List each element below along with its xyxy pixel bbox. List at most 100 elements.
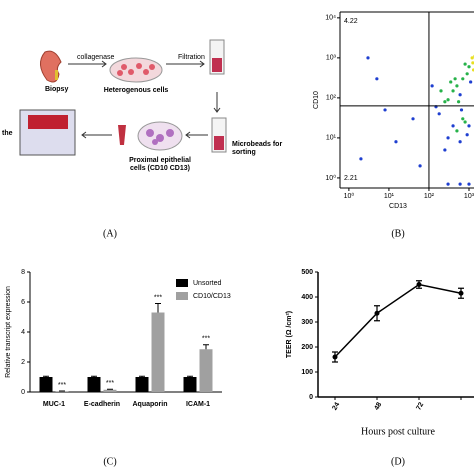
caption: (A) — [103, 228, 117, 239]
bar — [199, 349, 213, 392]
y-axis-title: Relative transcript expression — [5, 286, 12, 378]
caption: (B) — [391, 228, 404, 239]
y-axis-title: TEER (Ω /cm²) — [286, 311, 293, 358]
bar — [103, 389, 117, 392]
point — [458, 140, 462, 144]
point — [459, 108, 464, 112]
caption: (D) — [391, 456, 405, 467]
y-tick-label: 500 — [301, 269, 313, 276]
point — [418, 164, 422, 168]
ureter-icon — [55, 70, 58, 80]
bar — [135, 377, 149, 392]
legend-label: CD10/CD13 — [193, 293, 231, 300]
quadrant-value: 2.21 — [344, 175, 358, 182]
point — [467, 182, 471, 186]
y-tick-label: 400 — [301, 294, 313, 301]
y-tick-label: 10⁴ — [325, 15, 336, 22]
annotation: *** — [58, 382, 66, 389]
point — [411, 117, 415, 121]
bar — [87, 377, 101, 392]
point — [383, 108, 387, 112]
point — [463, 62, 467, 66]
point — [449, 80, 453, 84]
point — [332, 354, 338, 360]
x-tick-label: 72 — [415, 401, 425, 411]
x-axis-title: Hours post culture — [361, 426, 435, 437]
x-tick-label: E-cadherin — [84, 401, 120, 408]
machine-panel — [28, 115, 68, 129]
label: cells (CD10 CD13) — [130, 165, 190, 172]
x-tick-label: 10³ — [464, 193, 474, 200]
caption: (C) — [103, 456, 116, 467]
y-tick-label: 2 — [21, 359, 25, 366]
syringe-fill — [212, 58, 222, 72]
x-tick-label: 10² — [424, 193, 435, 200]
annotation: *** — [202, 336, 210, 343]
point — [458, 290, 464, 296]
epithelial-cells — [146, 129, 174, 145]
point — [446, 182, 450, 186]
column-fill — [214, 136, 224, 150]
label: Microbeads for — [232, 141, 282, 148]
annotation: *** — [154, 294, 162, 301]
point — [455, 84, 459, 88]
error-bar — [139, 375, 145, 377]
label: Filtration — [178, 54, 205, 61]
point — [437, 112, 441, 116]
arrows — [68, 60, 221, 139]
point — [451, 124, 455, 128]
point — [375, 77, 379, 81]
point — [465, 133, 469, 137]
label: sorting — [232, 149, 256, 156]
error-bar — [91, 375, 97, 377]
point — [443, 100, 447, 104]
point — [458, 182, 462, 186]
y-tick-label: 10² — [326, 95, 337, 102]
point — [471, 68, 474, 72]
point — [359, 157, 363, 161]
point — [471, 61, 474, 65]
point — [366, 56, 370, 60]
legend-swatch — [176, 292, 188, 300]
point — [458, 93, 462, 97]
error-bar — [187, 375, 193, 377]
point — [470, 56, 474, 60]
x-tick-label: MUC-1 — [43, 401, 65, 408]
x-tick-label: ICAM-1 — [186, 401, 210, 408]
y-tick-label: 4 — [21, 329, 25, 336]
x-tick-label: 10¹ — [384, 193, 395, 200]
cells-icon — [117, 63, 155, 76]
y-tick-label: 6 — [21, 299, 25, 306]
bar — [39, 377, 53, 392]
point — [430, 84, 434, 88]
legend-label: Unsorted — [193, 280, 222, 287]
y-tick-label: 300 — [301, 319, 313, 326]
point — [374, 310, 380, 316]
y-tick-label: 10³ — [326, 55, 337, 62]
point — [453, 77, 457, 81]
tube-icon — [118, 125, 126, 145]
x-tick-label: 10⁰ — [344, 192, 355, 200]
point — [461, 117, 465, 121]
point — [465, 72, 469, 76]
point — [439, 89, 443, 93]
label: Proximal epithelial — [129, 157, 191, 164]
x-tick-label: 24 — [331, 401, 341, 411]
x-tick-label: Aquaporin — [133, 401, 168, 408]
y-tick-label: 200 — [301, 344, 313, 351]
label: the — [2, 130, 13, 137]
bar — [183, 377, 197, 392]
y-tick-label: 10¹ — [326, 135, 337, 142]
point — [463, 120, 467, 124]
point — [416, 282, 422, 287]
annotation: *** — [106, 380, 114, 387]
label: collagenase — [77, 54, 114, 61]
point — [456, 100, 461, 104]
point — [446, 136, 450, 140]
label: Biopsy — [45, 86, 68, 93]
x-axis-title: CD13 — [389, 203, 407, 210]
y-tick-label: 0 — [21, 389, 25, 396]
legend-swatch — [176, 279, 188, 287]
bar — [55, 391, 69, 392]
